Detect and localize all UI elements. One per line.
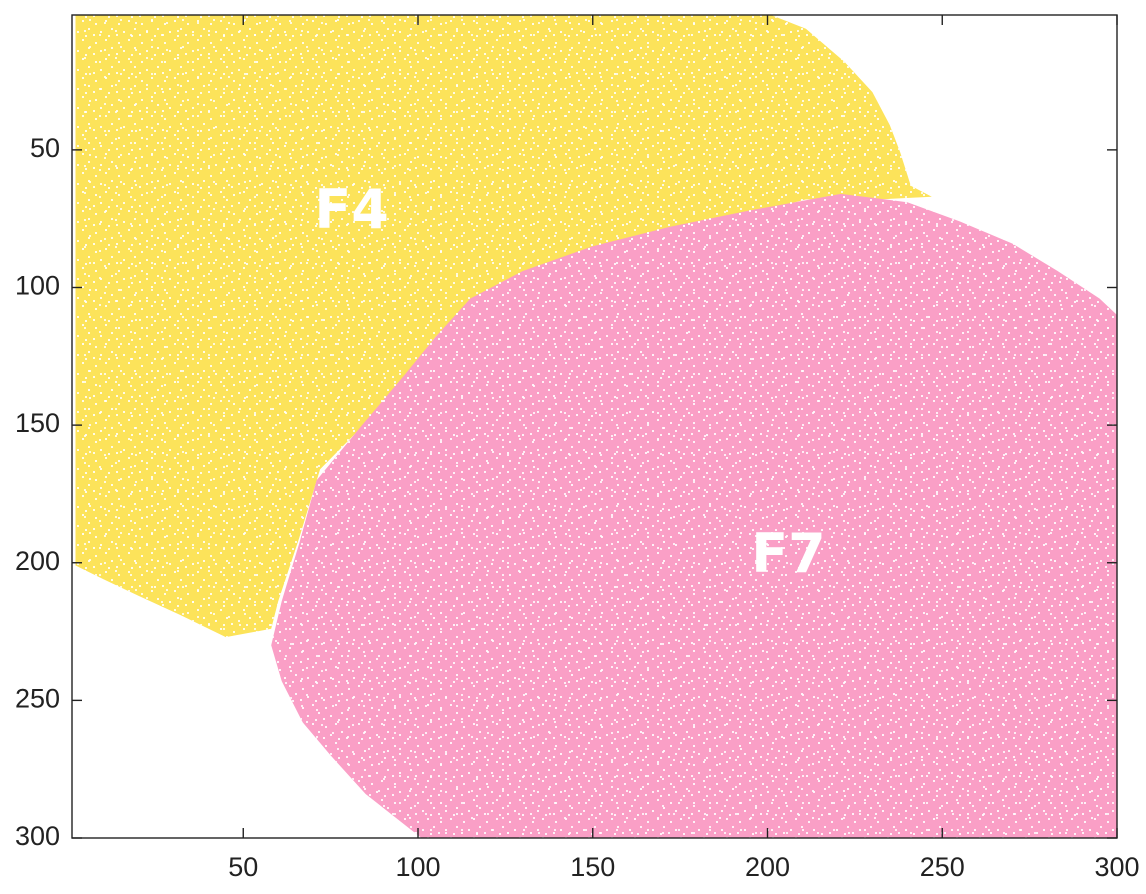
x-tick-label: 200 (745, 852, 790, 882)
region-label-f7: F7 (751, 522, 825, 585)
y-tick-label: 150 (15, 408, 60, 438)
y-tick-label: 50 (30, 133, 60, 163)
y-tick-label: 250 (15, 683, 60, 713)
plot-frame (71, 14, 1118, 839)
y-tick-label: 100 (15, 271, 60, 301)
region-label-f4: F4 (314, 178, 388, 241)
x-tick-label: 50 (228, 852, 258, 882)
region-f7-texture-2 (271, 193, 1117, 838)
y-tick-label: 300 (15, 821, 60, 851)
region-f4-texture-2 (75, 15, 932, 638)
x-tick-label: 100 (395, 852, 440, 882)
x-tick-label: 250 (920, 852, 965, 882)
y-tick-label: 200 (15, 546, 60, 576)
x-tick-label: 150 (570, 852, 615, 882)
x-tick-label: 300 (1094, 852, 1139, 882)
